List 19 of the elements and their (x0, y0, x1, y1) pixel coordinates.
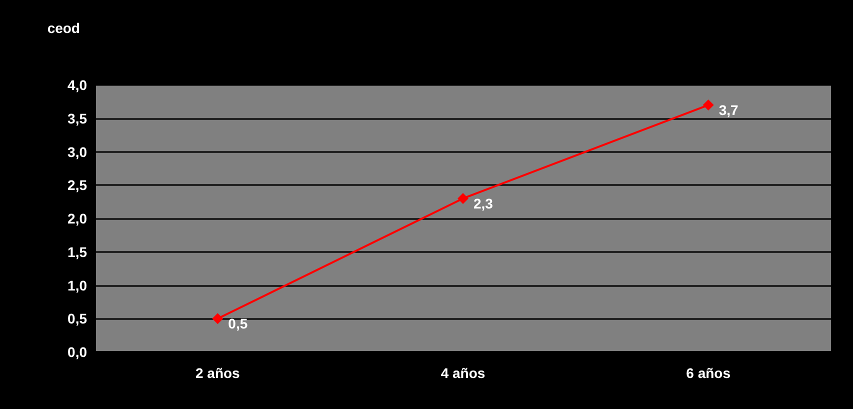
point (702, 100, 714, 111)
x-tick-label: 2 años (195, 365, 240, 381)
y-tick-label: 2,0 (68, 210, 88, 226)
x-tick-label: 4 años (440, 365, 486, 381)
point (212, 313, 224, 324)
y-tick-label: 1,5 (68, 244, 88, 260)
point (458, 192, 468, 204)
data-label: 2,3 (474, 195, 494, 212)
y-tick-label: 2,5 (68, 177, 88, 194)
y-tick-label: 3,5 (68, 110, 88, 126)
x-tick-label: 6 años (686, 365, 731, 381)
y-tick-label: 3,0 (68, 144, 88, 160)
y-tick-label: 4,0 (68, 77, 88, 93)
y-tick-label: 0,0 (68, 344, 88, 360)
y-tick-label: 0,5 (68, 310, 88, 327)
data-label: 3,7 (718, 102, 739, 118)
y-tick-label: 1,0 (68, 277, 88, 294)
y-axis-title: ceod (47, 20, 80, 36)
data-label: 0,5 (228, 316, 248, 332)
